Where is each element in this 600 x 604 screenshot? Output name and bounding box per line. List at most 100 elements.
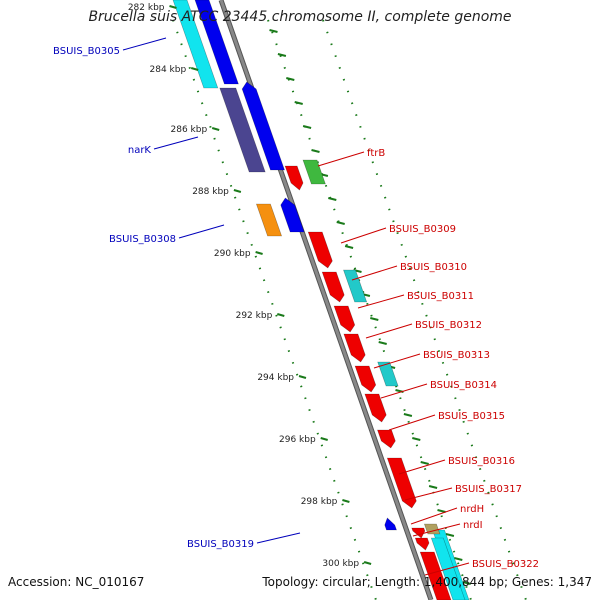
cds-forward-289 — [280, 197, 305, 233]
label-leader-right — [373, 353, 421, 369]
minor-tick — [378, 341, 387, 345]
kbp-tick-label: 288 kbp — [192, 187, 229, 197]
gene-label-BSUIS_B0309: BSUIS_B0309 — [389, 224, 456, 235]
cds-reverse-4 — [354, 365, 377, 393]
label-leader-right — [380, 383, 428, 399]
cds-ftrB-partner — [284, 165, 304, 191]
minor-tick — [370, 317, 379, 321]
kbp-tick-mark — [363, 561, 372, 565]
minor-tick — [437, 509, 446, 513]
label-leader-left — [256, 532, 301, 544]
gene-label-BSUIS_B0317: BSUIS_B0317 — [455, 484, 522, 495]
cds-reverse-1 — [321, 271, 345, 303]
cds-reverse-7 — [386, 457, 417, 509]
kbp-tick-label: 300 kbp — [322, 559, 359, 569]
cds-BSUIS_B0305 — [172, 0, 219, 89]
kbp-tick-label: 298 kbp — [301, 497, 338, 507]
kbp-tick-label: 282 kbp — [128, 3, 165, 13]
gene-label-ftrB: ftrB — [367, 148, 385, 159]
gene-label-nrdI: nrdI — [463, 520, 483, 531]
minor-tick — [311, 149, 320, 153]
cds-teal-313 — [377, 361, 399, 387]
minor-tick — [454, 557, 463, 561]
label-leader-right — [365, 323, 413, 339]
label-leader-right — [410, 507, 458, 525]
label-leader-right — [317, 151, 365, 167]
cds-reverse-2 — [333, 305, 356, 333]
minor-tick — [302, 125, 312, 129]
cds-teal-310 — [343, 269, 368, 303]
kbp-tick-mark — [190, 67, 199, 71]
label-leader-left — [153, 136, 199, 150]
kbp-tick-mark — [277, 313, 285, 317]
minor-tick — [428, 485, 438, 489]
gene-label-BSUIS_B0311: BSUIS_B0311 — [407, 291, 474, 302]
gene-label-BSUIS_B0314: BSUIS_B0314 — [430, 380, 497, 391]
kbp-tick-label: 296 kbp — [279, 435, 316, 445]
guide-dotted-line — [267, 19, 472, 601]
cds-forward-286 — [241, 81, 285, 171]
minor-tick — [328, 197, 337, 201]
minor-tick — [403, 413, 413, 417]
summary-text: Topology: circular; Length: 1,400,844 bp… — [262, 575, 592, 589]
kbp-tick-label: 286 kbp — [171, 125, 208, 135]
kbp-tick-mark — [342, 499, 350, 503]
cds-narK — [219, 87, 266, 173]
minor-tick — [445, 533, 455, 537]
map-title: Brucella suis ATCC 23445 chromosome II, … — [88, 9, 512, 25]
kbp-tick-mark — [211, 127, 220, 131]
kbp-tick-label: 284 kbp — [150, 65, 187, 75]
label-leader-right — [424, 562, 470, 576]
label-leader-left — [122, 37, 167, 51]
cds-ftrB — [302, 159, 326, 185]
label-leader-right — [388, 414, 436, 431]
label-leader-right — [398, 459, 446, 475]
minor-tick — [277, 53, 287, 57]
kbp-tick-label: 294 kbp — [257, 373, 294, 383]
cds-nrdH — [411, 527, 426, 539]
cds-reverse-3 — [343, 333, 366, 363]
accession-text: Accession: NC_010167 — [8, 575, 145, 589]
cds-nrdI-olive — [423, 523, 441, 535]
minor-tick — [462, 581, 471, 585]
minor-tick — [420, 461, 429, 465]
cds-BSUIS_B0308 — [255, 203, 283, 237]
gene-label-BSUIS_B0316: BSUIS_B0316 — [448, 456, 515, 467]
gene-label-BSUIS_B0315: BSUIS_B0315 — [438, 411, 505, 422]
gene-label-BSUIS_B0319: BSUIS_B0319 — [187, 539, 254, 550]
gene-label-narK: narK — [128, 145, 152, 156]
gene-label-BSUIS_B0308: BSUIS_B0308 — [109, 234, 176, 245]
cds-BSUIS_B0319 — [384, 517, 397, 531]
label-leader-left — [178, 224, 225, 239]
label-leader-right — [404, 487, 453, 501]
gene-label-BSUIS_B0322: BSUIS_B0322 — [472, 559, 539, 570]
gene-label-nrdH: nrdH — [460, 504, 484, 515]
label-leader-right — [340, 227, 387, 244]
cds-reverse-0 — [307, 231, 333, 269]
kbp-tick-label: 292 kbp — [236, 311, 273, 321]
minor-tick — [344, 245, 354, 249]
cds-reverse-5 — [364, 393, 387, 423]
gene-label-BSUIS_B0310: BSUIS_B0310 — [400, 262, 467, 273]
minor-tick — [294, 101, 303, 105]
minor-tick — [336, 221, 345, 225]
minor-tick — [412, 437, 421, 441]
cds-reverse-6 — [377, 429, 396, 449]
kbp-tick-mark — [233, 189, 242, 193]
kbp-tick-mark — [320, 437, 328, 441]
kbp-tick-mark — [169, 5, 177, 9]
kbp-tick-mark — [255, 251, 263, 255]
kbp-tick-mark — [298, 375, 307, 379]
guide-dotted-line — [322, 19, 527, 601]
cds-nrdI — [414, 537, 430, 551]
cds-forward-top — [194, 0, 239, 85]
minor-tick — [286, 77, 295, 81]
label-leader-right — [357, 294, 405, 309]
kbp-tick-label: 290 kbp — [214, 249, 251, 259]
gene-label-BSUIS_B0312: BSUIS_B0312 — [415, 320, 482, 331]
minor-tick — [269, 29, 278, 33]
label-leader-right — [412, 523, 461, 537]
gene-label-BSUIS_B0313: BSUIS_B0313 — [423, 350, 490, 361]
